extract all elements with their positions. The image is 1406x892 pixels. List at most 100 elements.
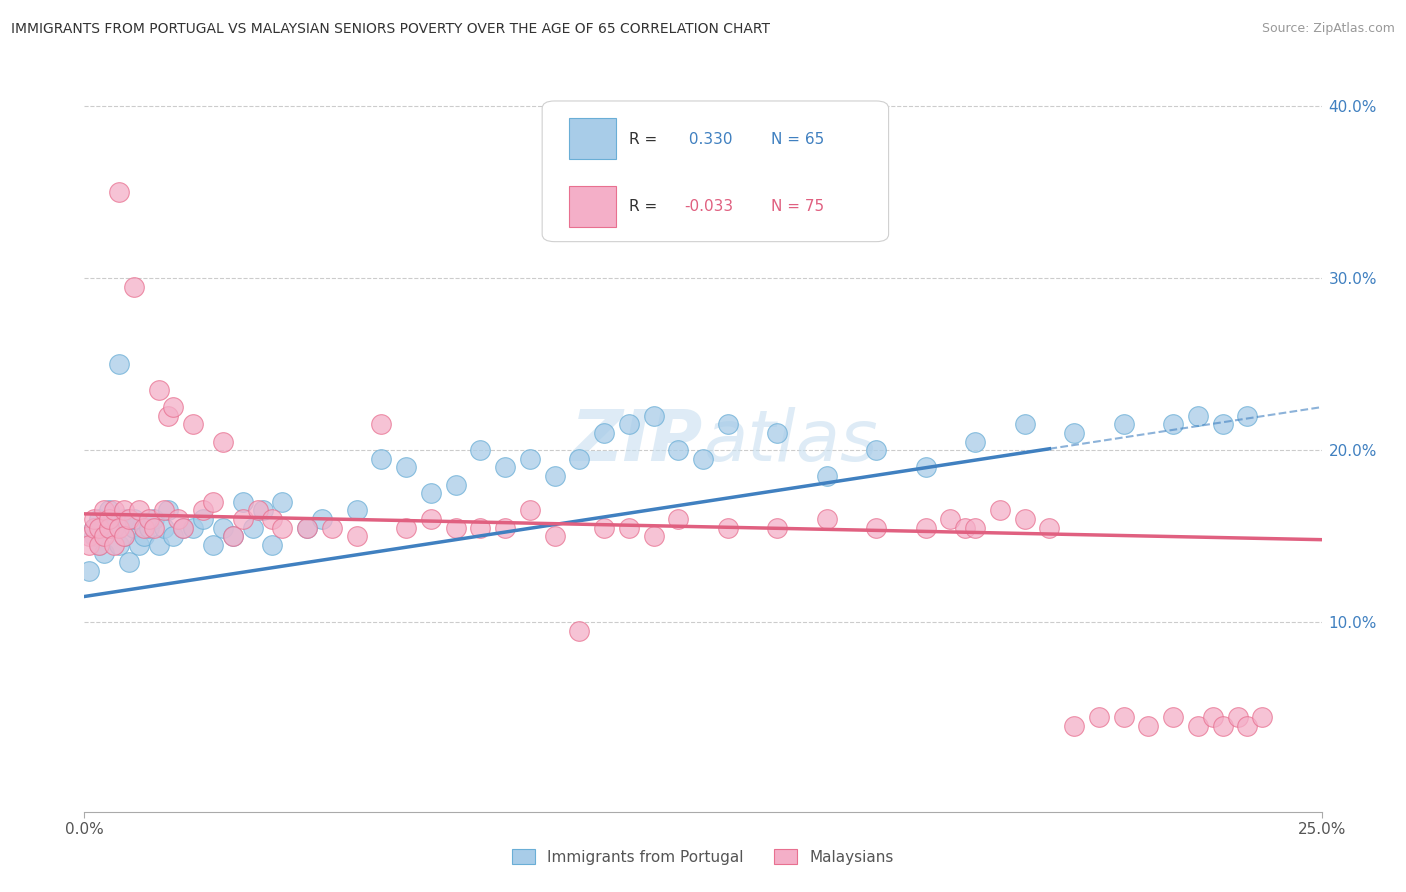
Point — [252, 503, 274, 517]
Point — [172, 521, 194, 535]
Point — [89, 538, 111, 552]
Text: R =: R = — [628, 132, 662, 147]
Point — [815, 512, 838, 526]
Text: ZIP: ZIP — [571, 407, 703, 476]
Point — [965, 434, 987, 449]
Point — [142, 521, 165, 535]
Point — [965, 521, 987, 535]
Point — [191, 503, 214, 517]
Point — [162, 400, 184, 414]
Point — [138, 512, 160, 526]
Point — [1161, 417, 1184, 432]
Text: N = 75: N = 75 — [770, 199, 824, 213]
Point — [152, 503, 174, 517]
Point — [988, 503, 1011, 517]
Point — [692, 451, 714, 466]
Text: N = 65: N = 65 — [770, 132, 824, 147]
Point — [202, 495, 225, 509]
Point — [232, 512, 254, 526]
Point — [717, 417, 740, 432]
Text: atlas: atlas — [703, 407, 877, 476]
Point — [262, 512, 284, 526]
Point — [815, 469, 838, 483]
FancyBboxPatch shape — [569, 186, 616, 227]
Point — [865, 443, 887, 458]
Point — [1251, 710, 1274, 724]
Point — [167, 512, 190, 526]
Point — [142, 512, 165, 526]
Point — [93, 529, 115, 543]
Point — [1212, 417, 1234, 432]
Point — [519, 451, 541, 466]
Point — [1137, 718, 1160, 732]
Point — [122, 512, 145, 526]
Point — [470, 521, 492, 535]
Point — [138, 521, 160, 535]
Point — [152, 521, 174, 535]
Point — [914, 460, 936, 475]
Point — [311, 512, 333, 526]
Point — [346, 529, 368, 543]
FancyBboxPatch shape — [569, 118, 616, 159]
Point — [108, 521, 131, 535]
Point — [89, 512, 111, 526]
Legend: Immigrants from Portugal, Malaysians: Immigrants from Portugal, Malaysians — [506, 843, 900, 871]
Text: IMMIGRANTS FROM PORTUGAL VS MALAYSIAN SENIORS POVERTY OVER THE AGE OF 65 CORRELA: IMMIGRANTS FROM PORTUGAL VS MALAYSIAN SE… — [11, 22, 770, 37]
Point — [914, 521, 936, 535]
Point — [395, 521, 418, 535]
Point — [157, 503, 180, 517]
Point — [321, 521, 343, 535]
Point — [83, 521, 105, 535]
Point — [419, 512, 441, 526]
FancyBboxPatch shape — [543, 101, 889, 242]
Point — [1014, 512, 1036, 526]
Point — [83, 521, 105, 535]
Point — [122, 279, 145, 293]
Point — [346, 503, 368, 517]
Point — [98, 512, 121, 526]
Point — [370, 417, 392, 432]
Point — [1161, 710, 1184, 724]
Point — [112, 512, 135, 526]
Point — [148, 538, 170, 552]
Point — [1202, 710, 1225, 724]
Point — [108, 538, 131, 552]
Point — [766, 521, 789, 535]
Point — [103, 503, 125, 517]
Point — [1187, 409, 1209, 423]
Point — [98, 521, 121, 535]
Point — [419, 486, 441, 500]
Point — [103, 521, 125, 535]
Point — [865, 521, 887, 535]
Point — [494, 460, 516, 475]
Point — [568, 451, 591, 466]
Point — [295, 521, 318, 535]
Point — [181, 417, 204, 432]
Point — [157, 409, 180, 423]
Text: R =: R = — [628, 199, 662, 213]
Point — [132, 521, 155, 535]
Point — [643, 409, 665, 423]
Point — [79, 529, 101, 543]
Point — [79, 564, 101, 578]
Point — [543, 469, 565, 483]
Point — [494, 521, 516, 535]
Point — [222, 529, 245, 543]
Text: Source: ZipAtlas.com: Source: ZipAtlas.com — [1261, 22, 1395, 36]
Point — [1212, 718, 1234, 732]
Point — [1187, 718, 1209, 732]
Point — [939, 512, 962, 526]
Point — [568, 624, 591, 638]
Point — [83, 529, 105, 543]
Point — [1236, 409, 1258, 423]
Point — [1112, 417, 1135, 432]
Point — [232, 495, 254, 509]
Point — [132, 529, 155, 543]
Point — [112, 503, 135, 517]
Point — [666, 443, 689, 458]
Point — [1088, 710, 1111, 724]
Point — [89, 521, 111, 535]
Point — [444, 521, 467, 535]
Point — [89, 538, 111, 552]
Point — [246, 503, 269, 517]
